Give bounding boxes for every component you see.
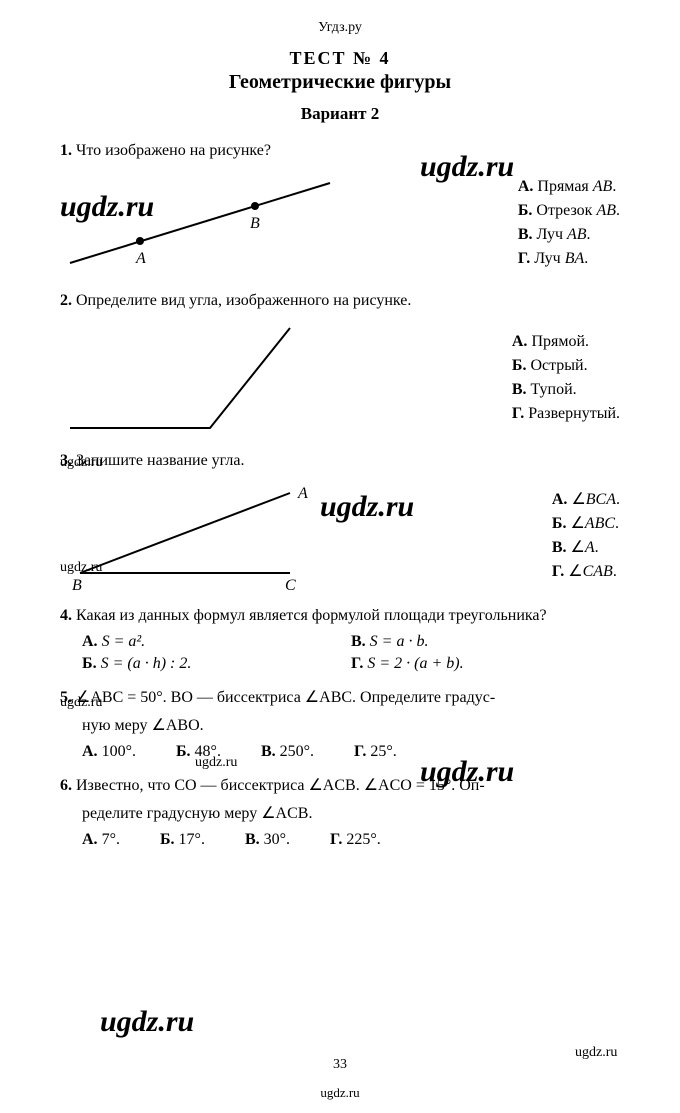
question-3-prompt: Запишите название угла. bbox=[76, 452, 245, 469]
header-site-label: Угдз.ру bbox=[60, 20, 620, 36]
option-2d: Г. Развернутый. bbox=[512, 402, 620, 426]
question-4-number: 4. bbox=[60, 607, 72, 624]
option-6a: А. 7°. bbox=[82, 831, 120, 849]
question-2-number: 2. bbox=[60, 292, 72, 309]
variant-label: Вариант 2 bbox=[60, 104, 620, 124]
watermark-big-5: ugdz.ru bbox=[100, 1005, 194, 1039]
option-2b: Б. Острый. bbox=[512, 354, 620, 378]
question-5: 5. ∠ABC = 50°. BO — биссектриса ∠ABC. Оп… bbox=[60, 687, 620, 761]
question-1: 1. Что изображено на рисунке? A B А. Пря… bbox=[60, 142, 620, 278]
option-2a: А. Прямой. bbox=[512, 330, 620, 354]
figure-2-angle bbox=[60, 318, 320, 438]
question-3-number: 3. bbox=[60, 452, 72, 469]
option-3a: А. ∠BCA. bbox=[552, 488, 620, 512]
question-4-options: А. S = a². В. S = a · b. Б. S = (a · h) … bbox=[60, 633, 620, 673]
question-1-number: 1. bbox=[60, 142, 72, 159]
question-5-number: 5. bbox=[60, 689, 72, 706]
question-4-prompt: Какая из данных формул является формулой… bbox=[76, 607, 547, 624]
test-number: ТЕСТ № 4 bbox=[60, 48, 620, 69]
point-a-label: A bbox=[297, 485, 308, 502]
option-3d: Г. ∠CAB. bbox=[552, 560, 620, 584]
question-1-options: А. Прямая AB. Б. Отрезок AB. В. Луч AB. … bbox=[518, 175, 620, 271]
question-2-text: 2. Определите вид угла, изображенного на… bbox=[60, 292, 620, 310]
question-6: 6. Известно, что CO — биссектриса ∠ACB. … bbox=[60, 775, 620, 849]
question-2-options: А. Прямой. Б. Острый. В. Тупой. Г. Разве… bbox=[512, 330, 620, 426]
question-2-prompt: Определите вид угла, изображенного на ри… bbox=[76, 292, 411, 309]
question-1-text: 1. Что изображено на рисунке? bbox=[60, 142, 620, 160]
option-5a: А. 100°. bbox=[82, 743, 136, 761]
figure-1-line-ab: A B bbox=[60, 168, 340, 278]
option-4b: Б. S = (a · h) : 2. bbox=[82, 655, 351, 673]
option-1d: Г. Луч BA. bbox=[518, 247, 620, 271]
question-3-text: 3. Запишите название угла. bbox=[60, 452, 620, 470]
watermark-small-5: ugdz.ru bbox=[575, 1045, 617, 1061]
question-6-line1: Известно, что CO — биссектриса ∠ACB. ∠AC… bbox=[76, 777, 485, 794]
point-a-label: A bbox=[135, 250, 146, 267]
question-5-line2: ную меру ∠ABO. bbox=[60, 715, 620, 735]
option-2c: В. Тупой. bbox=[512, 378, 620, 402]
option-4a: А. S = a². bbox=[82, 633, 351, 651]
option-6c: В. 30°. bbox=[245, 831, 290, 849]
page-title: Геометрические фигуры bbox=[60, 71, 620, 94]
question-5-text: 5. ∠ABC = 50°. BO — биссектриса ∠ABC. Оп… bbox=[60, 687, 620, 707]
point-c-label: C bbox=[285, 577, 296, 593]
question-3-options: А. ∠BCA. Б. ∠ABC. В. ∠A. Г. ∠CAB. bbox=[552, 488, 620, 584]
question-6-line2: ределите градусную меру ∠ACB. bbox=[60, 803, 620, 823]
option-3b: Б. ∠ABC. bbox=[552, 512, 620, 536]
question-6-text: 6. Известно, что CO — биссектриса ∠ACB. … bbox=[60, 775, 620, 795]
question-4-text: 4. Какая из данных формул является форму… bbox=[60, 607, 620, 625]
option-6b: Б. 17°. bbox=[160, 831, 205, 849]
question-4: 4. Какая из данных формул является форму… bbox=[60, 607, 620, 673]
option-5d: Г. 25°. bbox=[354, 743, 397, 761]
footer-site-label: ugdz.ru bbox=[320, 1085, 359, 1101]
question-5-options: А. 100°. Б. 48°. В. 250°. Г. 25°. bbox=[60, 743, 620, 761]
question-1-prompt: Что изображено на рисунке? bbox=[76, 142, 271, 159]
option-5c: В. 250°. bbox=[261, 743, 314, 761]
figure-3-angle-abc: B A C bbox=[60, 478, 330, 593]
question-6-options: А. 7°. Б. 17°. В. 30°. Г. 225°. bbox=[60, 831, 620, 849]
question-3: 3. Запишите название угла. B A C А. ∠BCA… bbox=[60, 452, 620, 593]
point-b-label: B bbox=[72, 577, 82, 593]
page-number: 33 bbox=[333, 1057, 347, 1073]
point-b-label: B bbox=[250, 215, 260, 232]
option-6d: Г. 225°. bbox=[330, 831, 381, 849]
option-1b: Б. Отрезок AB. bbox=[518, 199, 620, 223]
question-5-line1: ∠ABC = 50°. BO — биссектриса ∠ABC. Опред… bbox=[76, 689, 495, 706]
option-5b: Б. 48°. bbox=[176, 743, 221, 761]
option-4c: В. S = a · b. bbox=[351, 633, 620, 651]
option-4d: Г. S = 2 · (a + b). bbox=[351, 655, 620, 673]
question-2: 2. Определите вид угла, изображенного на… bbox=[60, 292, 620, 438]
option-1c: В. Луч AB. bbox=[518, 223, 620, 247]
option-3c: В. ∠A. bbox=[552, 536, 620, 560]
question-6-number: 6. bbox=[60, 777, 72, 794]
option-1a: А. Прямая AB. bbox=[518, 175, 620, 199]
